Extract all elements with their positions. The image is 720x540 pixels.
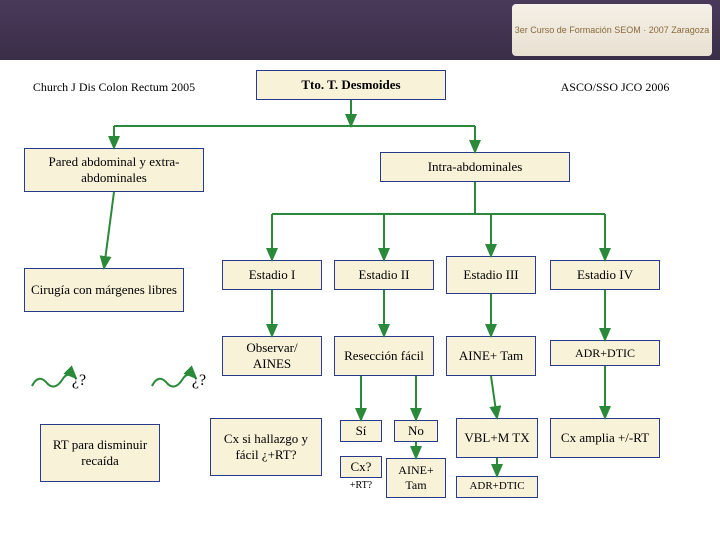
estadio-2-node: Estadio II (334, 260, 434, 290)
aine-tam2-node: AINE+ Tam (386, 458, 446, 498)
cx-amplia-node: Cx amplia +/-RT (550, 418, 660, 458)
pared-node: Pared abdominal y extra-abdominales (24, 148, 204, 192)
cx-hallazgo-node: Cx si hallazgo y fácil ¿+RT? (210, 418, 322, 476)
ref-left: Church J Dis Colon Rectum 2005 (4, 80, 224, 95)
root-node: Tto. T. Desmoides (256, 70, 446, 100)
estadio-1-node: Estadio I (222, 260, 322, 290)
adr2-node: ADR+DTIC (456, 476, 538, 498)
estadio-3-node: Estadio III (446, 256, 536, 294)
intra-node: Intra-abdominales (380, 152, 570, 182)
ref-right: ASCO/SSO JCO 2006 (510, 80, 720, 95)
qmark-1: ¿? (64, 372, 94, 390)
vbl-node: VBL+M TX (456, 418, 538, 458)
cirugia-node: Cirugía con márgenes libres (24, 268, 184, 312)
rtq-label: +RT? (340, 480, 382, 491)
reseccion-node: Resección fácil (334, 336, 434, 376)
observar-node: Observar/ AINES (222, 336, 322, 376)
qmark-2: ¿? (184, 372, 214, 390)
rt-para-node: RT para disminuir recaída (40, 424, 160, 482)
header-logo: 3er Curso de Formación SEOM · 2007 Zarag… (512, 4, 712, 56)
diagram-stage: 3er Curso de Formación SEOM · 2007 Zarag… (0, 0, 720, 540)
aine-tam-node: AINE+ Tam (446, 336, 536, 376)
si-node: Sí (340, 420, 382, 442)
estadio-4-node: Estadio IV (550, 260, 660, 290)
no-node: No (394, 420, 438, 442)
adr1-node: ADR+DTIC (550, 340, 660, 366)
cxq-node: Cx? (340, 456, 382, 478)
